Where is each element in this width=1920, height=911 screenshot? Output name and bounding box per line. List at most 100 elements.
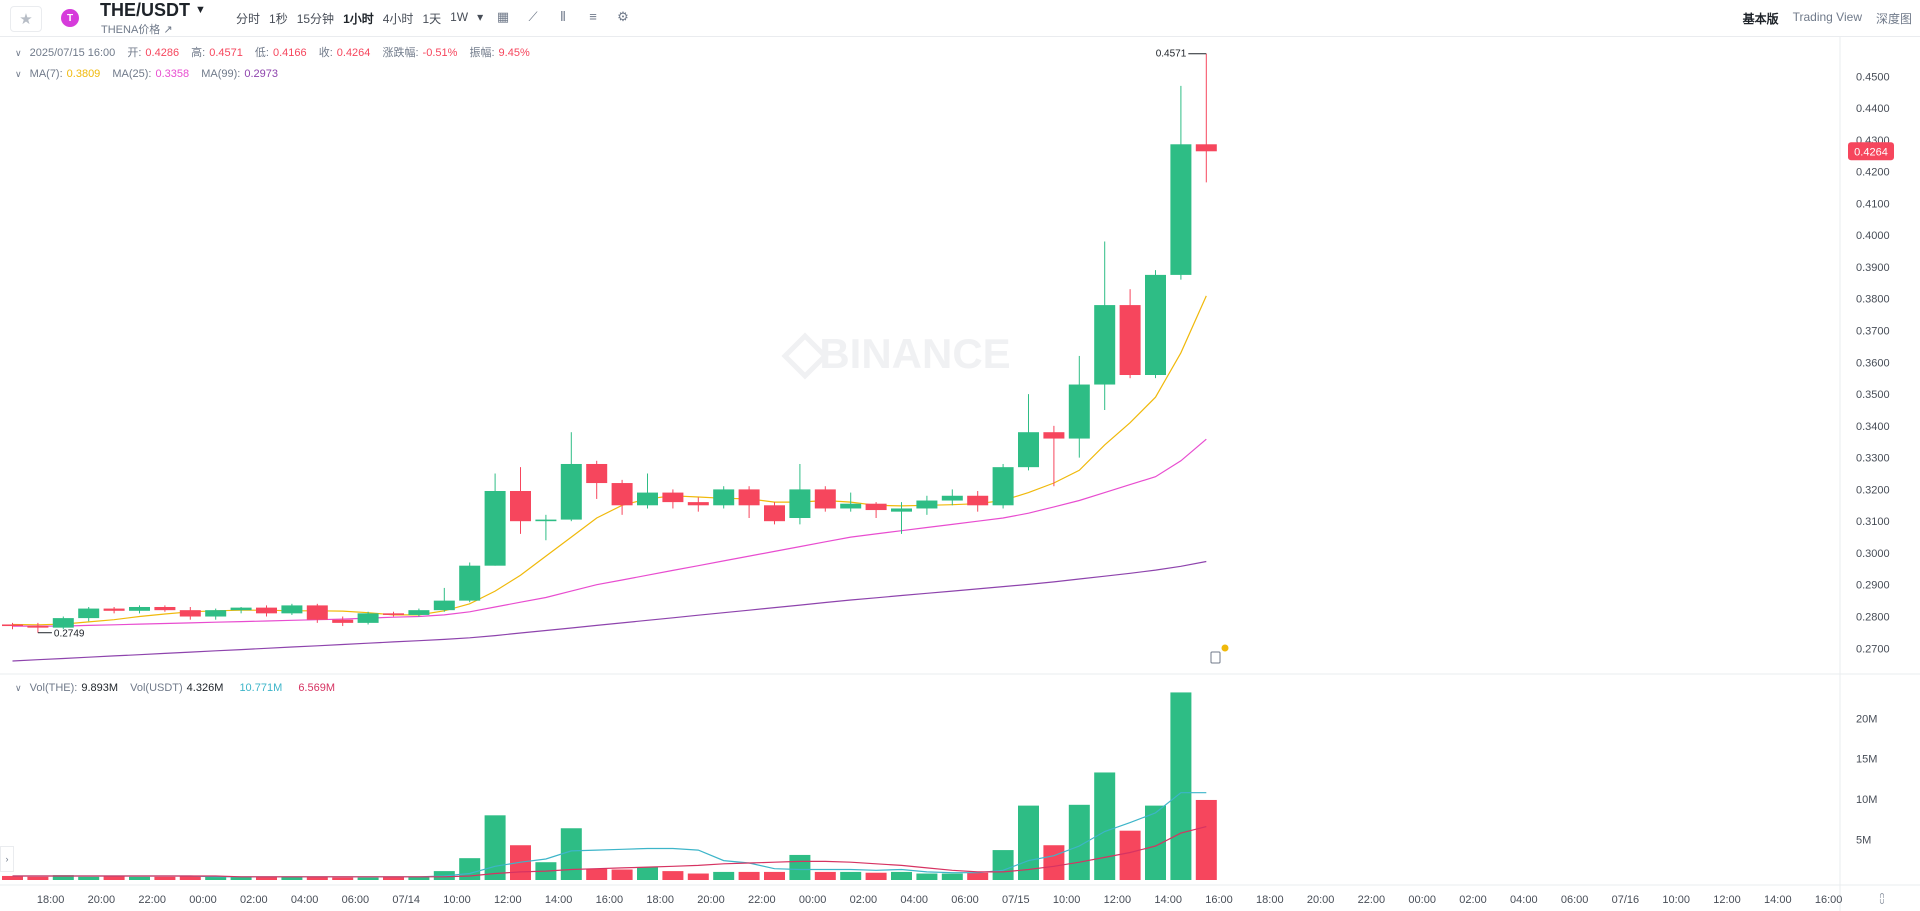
interval-0[interactable]: 分时 [236, 12, 261, 26]
indicator-icon[interactable]: ≡ [589, 9, 597, 24]
x-tick-label: 18:00 [646, 894, 674, 906]
x-tick-label: 20:00 [1307, 894, 1335, 906]
interval-2[interactable]: 15分钟 [296, 12, 335, 26]
interval-1[interactable]: 1秒 [269, 12, 288, 26]
volume-bar [687, 873, 709, 880]
candle-body [1018, 432, 1039, 468]
y-tick-label: 0.3400 [1856, 421, 1890, 433]
volume-bar [256, 876, 277, 880]
volume-bar [840, 871, 862, 880]
pair-dropdown-chevron-icon[interactable]: ▼ [195, 4, 206, 16]
volume-bar [129, 876, 150, 880]
candle-body [1195, 144, 1217, 152]
coin-price-link[interactable]: THENA价格 ↗ [101, 24, 173, 36]
calendar-icon[interactable]: ▦ [496, 9, 510, 24]
interval-more-chevron-icon[interactable]: ▾ [477, 10, 484, 24]
candle-body [256, 607, 277, 614]
x-tick-label: 16:00 [1205, 894, 1233, 906]
vol-ma-a-value: 10.771M [239, 682, 283, 694]
x-tick-label: 22:00 [1358, 894, 1386, 906]
vol-usdt-value: 4.326M [186, 682, 224, 694]
pair-title[interactable]: THE/USDT [100, 0, 190, 20]
volume-bar [941, 873, 963, 880]
candle-body [560, 463, 582, 520]
volume-bar [637, 867, 658, 880]
volume-bar [1119, 830, 1141, 880]
volume-bar [1195, 799, 1217, 880]
x-tick-label: 04:00 [1510, 894, 1538, 906]
volume-bar [992, 850, 1014, 880]
candle-body [535, 519, 557, 522]
x-tick-label: 00:00 [1408, 894, 1436, 906]
candle-type-icon[interactable]: ⫴ [560, 9, 566, 24]
volume-bar [2, 875, 23, 880]
y-tick-label: 0.3800 [1856, 294, 1890, 306]
x-tick-label: 04:00 [291, 894, 319, 906]
volume-bar [1094, 772, 1116, 880]
x-tick-label: 12:00 [1104, 894, 1132, 906]
candle-body [459, 565, 481, 601]
volume-bar [230, 876, 252, 880]
volume-bar [1018, 805, 1039, 880]
interval-4[interactable]: 4小时 [382, 12, 414, 26]
collapse-chevron-icon[interactable]: ∨ [15, 48, 22, 58]
view-1[interactable]: Trading View [1792, 10, 1862, 24]
volume-bar [713, 871, 735, 880]
view-0[interactable]: 基本版 [1742, 12, 1779, 26]
candle-body [814, 489, 836, 509]
ma99-label: MA(99): [201, 68, 241, 80]
ma99-value: 0.2973 [244, 68, 278, 80]
view-2[interactable]: 深度图 [1875, 12, 1912, 26]
volume-bar [52, 875, 74, 880]
x-tick-label: 00:00 [799, 894, 827, 906]
candle-body [1068, 384, 1090, 439]
y-tick-label: 0.3300 [1856, 453, 1890, 465]
chart-tools: ▦ ⟋ ⫴ ≡ ⚙ [488, 9, 638, 25]
volume-bar [357, 877, 379, 880]
volume-bar [78, 876, 100, 880]
high-marker-label: 0.4571 [1156, 49, 1187, 60]
interval-3[interactable]: 1小时 [343, 12, 374, 26]
x-tick-label: 16:00 [1815, 894, 1843, 906]
favorite-star-icon[interactable]: ★ [10, 6, 42, 32]
low-label: 低: [254, 47, 269, 59]
vol-the-label: Vol(THE): [29, 682, 78, 694]
binance-logo-icon [781, 332, 829, 380]
y-tick-label: 0.3700 [1856, 326, 1890, 338]
scroll-left-arrow-icon[interactable]: › [0, 846, 14, 872]
ma-collapse-chevron-icon[interactable]: ∨ [15, 69, 22, 79]
vol-collapse-chevron-icon[interactable]: ∨ [15, 683, 22, 693]
candle-body [891, 508, 912, 512]
interval-5[interactable]: 1天 [422, 12, 442, 26]
ma-legend: ∨ MA(7): 0.3809 MA(25): 0.3358 MA(99): 0.29… [15, 68, 287, 80]
x-tick-label: 02:00 [850, 894, 878, 906]
candle-body [586, 463, 608, 484]
x-tick-label: 14:00 [1764, 894, 1792, 906]
draw-line-icon[interactable]: ⟋ [528, 9, 538, 24]
volume-bar [332, 877, 354, 880]
candle-body [738, 489, 760, 506]
volume-bar [383, 876, 404, 880]
interval-selector: 分时 1秒 15分钟 1小时 4小时 1天 1W ▾ [236, 10, 492, 27]
x-tick-label: 10:00 [1053, 894, 1081, 906]
y-tick-label: 0.4100 [1856, 198, 1890, 210]
y-tick-label: 0.2700 [1856, 643, 1890, 655]
volume-bar [789, 854, 811, 880]
volume-bar [586, 868, 608, 880]
y-tick-label: 0.3600 [1856, 357, 1890, 369]
volume-bar [408, 876, 430, 880]
open-label: 开: [127, 47, 142, 59]
candle-body [408, 610, 430, 615]
x-tick-label: 16:00 [596, 894, 624, 906]
candle-body [179, 610, 201, 617]
y-tick-label: 0.4200 [1856, 167, 1890, 179]
candle-body [662, 492, 684, 503]
vol-y-tick-label: 20M [1856, 713, 1877, 725]
interval-6[interactable]: 1W [450, 10, 469, 24]
volume-legend: ∨ Vol(THE): 9.893M Vol(USDT) 4.326M 10.771… [15, 682, 344, 694]
y-tick-label: 0.3100 [1856, 516, 1890, 528]
y-tick-label: 0.4500 [1856, 71, 1890, 83]
settings-icon[interactable]: ⚙ [617, 9, 629, 24]
candle-body [1043, 432, 1065, 439]
